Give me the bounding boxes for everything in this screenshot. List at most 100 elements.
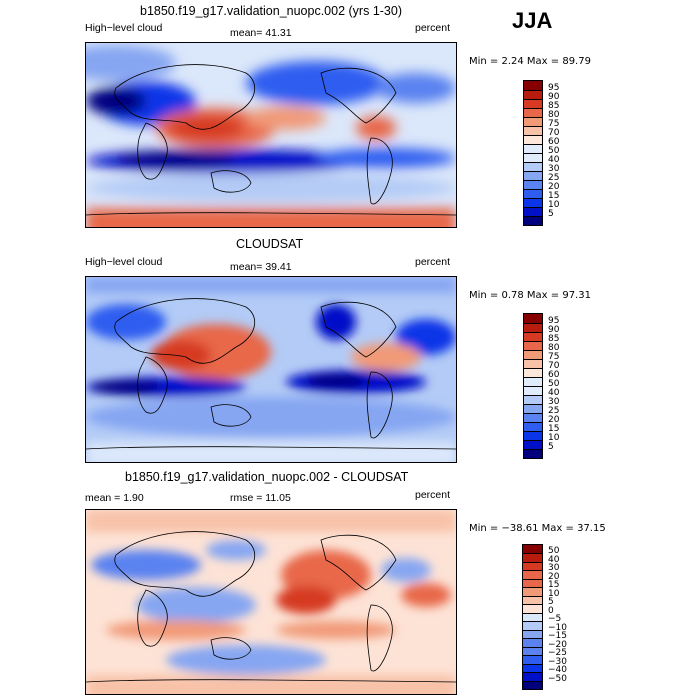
colorbar-tick-label: 5 <box>548 597 554 608</box>
colorbar-tick-label: 5 <box>548 442 554 452</box>
colorbar-tick-label: 75 <box>548 352 560 362</box>
colorbar-separator <box>524 207 542 208</box>
colorbar-separator <box>524 431 542 432</box>
colorbar-tick-label: 50 <box>548 379 560 389</box>
colorbar-cell <box>524 143 542 153</box>
colorbar-tick-label: 95 <box>548 316 560 326</box>
panel2-colorbar <box>523 313 543 459</box>
panel1-units-label: percent <box>415 22 451 34</box>
colorbar-cell <box>524 349 542 359</box>
colorbar-separator <box>523 680 542 682</box>
colorbar-tick-label: 60 <box>548 137 560 147</box>
colorbar-tick-label: 75 <box>548 119 560 129</box>
colorbar-separator <box>524 135 542 136</box>
colorbar-separator <box>524 99 542 100</box>
colorbar-cell <box>524 421 542 431</box>
colorbar-cell <box>523 595 542 605</box>
panel1-title: b1850.f19_g17.validation_nuopc.002 (yrs … <box>140 4 402 18</box>
colorbar-cell <box>524 322 542 332</box>
colorbar-tick-label: 90 <box>548 325 560 335</box>
colorbar-tick-label: 15 <box>548 424 560 434</box>
colorbar-separator <box>523 672 542 674</box>
panel1-variable-label: High−level cloud <box>85 22 163 34</box>
colorbar-separator <box>524 144 542 145</box>
colorbar-separator <box>524 440 542 441</box>
colorbar-separator <box>523 638 542 640</box>
colorbar-tick-label: −50 <box>548 673 567 684</box>
colorbar-cell <box>524 376 542 386</box>
colorbar-tick-label: 15 <box>548 580 560 591</box>
colorbar-cell <box>523 671 542 681</box>
panel3-map <box>85 509 457 695</box>
colorbar-cell <box>524 98 542 108</box>
colorbar-tick-label: 40 <box>548 155 560 165</box>
panel3-mean-label: mean = 1.90 <box>85 492 144 504</box>
colorbar-separator <box>524 162 542 163</box>
colorbar-separator <box>524 198 542 199</box>
colorbar-cell <box>524 394 542 404</box>
colorbar-separator <box>524 180 542 181</box>
panel3-units-label: percent <box>415 489 451 501</box>
colorbar-tick-label: 30 <box>548 164 560 174</box>
colorbar-separator <box>524 341 542 342</box>
colorbar-cell <box>524 439 542 449</box>
colorbar-separator <box>523 570 542 572</box>
panel1-colorbar <box>523 80 543 226</box>
panel2-title: CLOUDSAT <box>236 237 304 251</box>
colorbar-separator <box>524 359 542 360</box>
colorbar-cell <box>523 620 542 630</box>
colorbar-cell <box>524 179 542 189</box>
panel3-title: b1850.f19_g17.validation_nuopc.002 - CLO… <box>125 470 409 484</box>
colorbar-cell <box>524 331 542 341</box>
colorbar-tick-label: 15 <box>548 191 560 201</box>
colorbar-separator <box>523 646 542 648</box>
colorbar-cell <box>523 569 542 579</box>
colorbar-cell <box>523 578 542 588</box>
colorbar-cell <box>524 152 542 162</box>
panel3-rmse-label: rmse = 11.05 <box>230 492 291 504</box>
colorbar-tick-label: 85 <box>548 334 560 344</box>
colorbar-cell <box>523 654 542 664</box>
season-label: JJA <box>512 8 553 33</box>
colorbar-cell <box>523 663 542 673</box>
colorbar-cell <box>524 107 542 117</box>
colorbar-tick-label: 30 <box>548 563 560 574</box>
panel2-map <box>85 276 457 463</box>
colorbar-tick-label: 80 <box>548 110 560 120</box>
colorbar-separator <box>524 386 542 387</box>
colorbar-cell <box>524 134 542 144</box>
panel2-minmax: Min = 0.78 Max = 97.31 <box>469 290 591 301</box>
colorbar-separator <box>524 90 542 91</box>
colorbar-separator <box>524 413 542 414</box>
colorbar-cell <box>524 116 542 126</box>
colorbar-tick-label: −15 <box>548 631 567 642</box>
colorbar-cell <box>524 412 542 422</box>
colorbar-tick-label: −25 <box>548 648 567 659</box>
colorbar-tick-label: 0 <box>548 605 554 616</box>
colorbar-tick-label: 10 <box>548 588 560 599</box>
colorbar-separator <box>523 578 542 580</box>
colorbar-cell <box>524 188 542 198</box>
colorbar-tick-label: −30 <box>548 656 567 667</box>
panel1-map <box>85 42 457 228</box>
colorbar-tick-label: 40 <box>548 388 560 398</box>
colorbar-tick-label: 70 <box>548 361 560 371</box>
colorbar-separator <box>524 108 542 109</box>
colorbar-cell <box>524 170 542 180</box>
colorbar-cell <box>524 340 542 350</box>
colorbar-tick-label: 80 <box>548 343 560 353</box>
colorbar-separator <box>524 422 542 423</box>
colorbar-tick-label: 10 <box>548 433 560 443</box>
colorbar-separator <box>524 171 542 172</box>
colorbar-tick-label: 50 <box>548 546 560 557</box>
panel1-minmax: Min = 2.24 Max = 89.79 <box>469 56 591 67</box>
colorbar-tick-label: 60 <box>548 370 560 380</box>
colorbar-separator <box>524 126 542 127</box>
colorbar-cell <box>524 448 542 458</box>
colorbar-tick-label: 70 <box>548 128 560 138</box>
colorbar-cell <box>524 367 542 377</box>
colorbar-separator <box>523 629 542 631</box>
colorbar-separator <box>523 663 542 665</box>
colorbar-cell <box>523 612 542 622</box>
colorbar-cell <box>524 385 542 395</box>
